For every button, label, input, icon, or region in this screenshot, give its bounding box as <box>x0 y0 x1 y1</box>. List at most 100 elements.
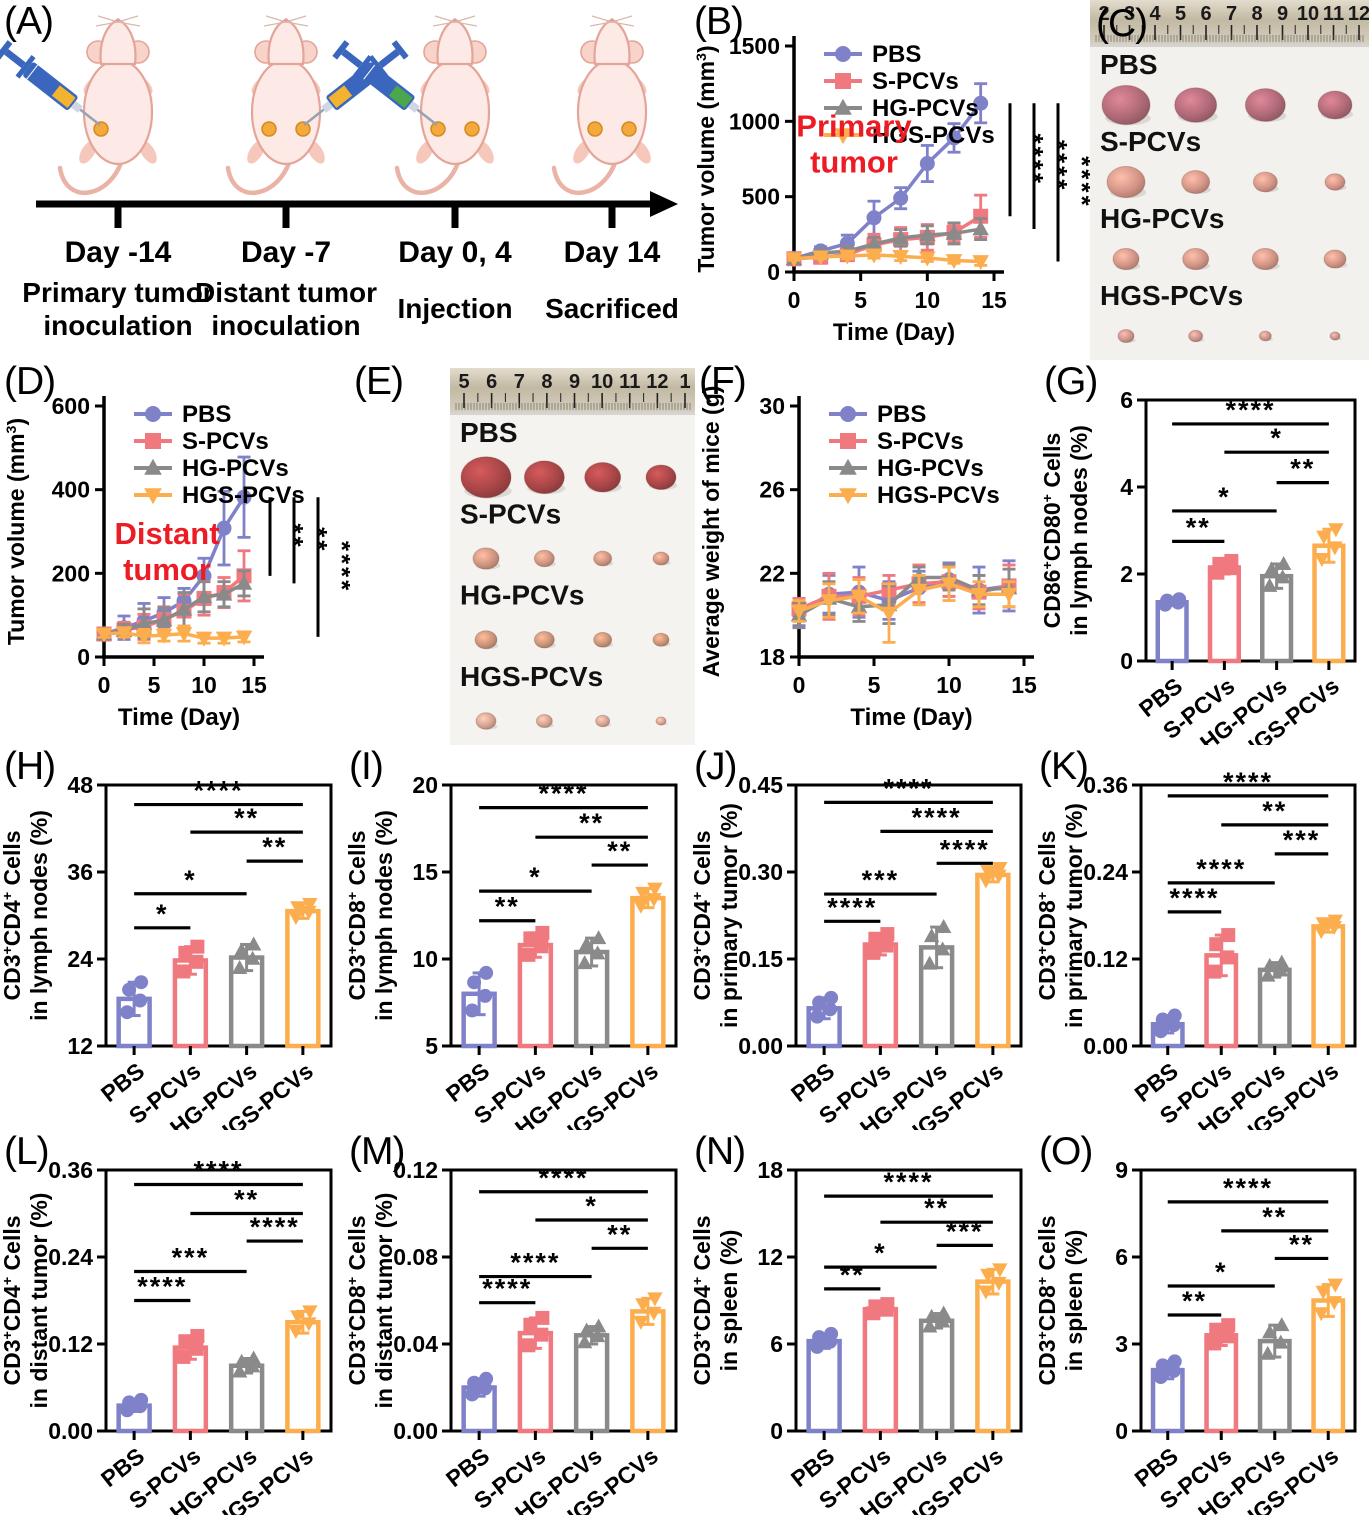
svg-text:HGS-PCVs: HGS-PCVs <box>877 482 1000 509</box>
svg-text:6: 6 <box>486 371 497 393</box>
svg-text:**: ** <box>1262 1202 1287 1232</box>
svg-text:**: ** <box>607 1219 632 1249</box>
svg-text:Distant: Distant <box>114 516 219 551</box>
svg-text:0.36: 0.36 <box>48 1157 93 1183</box>
panel-b: (B) 0 500 1000 1500 0 5 10 15 Time (Day) Tumor vo… <box>690 0 1090 360</box>
panel-i-letter: (I) <box>349 745 384 788</box>
svg-text:****: **** <box>1225 395 1275 425</box>
svg-text:in spleen (%): in spleen (%) <box>1061 1230 1087 1372</box>
svg-text:in spleen (%): in spleen (%) <box>716 1230 742 1372</box>
svg-text:0.00: 0.00 <box>1083 1033 1128 1059</box>
svg-text:11: 11 <box>619 371 640 393</box>
svg-text:****: **** <box>883 773 933 803</box>
svg-text:20: 20 <box>412 772 438 798</box>
svg-text:Primary: Primary <box>796 108 912 143</box>
svg-text:**: ** <box>840 1260 865 1290</box>
svg-text:**: ** <box>495 892 520 922</box>
svg-text:15: 15 <box>981 287 1007 313</box>
svg-text:12: 12 <box>67 1033 93 1059</box>
svg-text:0.24: 0.24 <box>1083 859 1128 885</box>
svg-text:****: **** <box>193 776 243 806</box>
svg-text:10: 10 <box>1297 3 1319 25</box>
svg-text:0.15: 0.15 <box>738 946 783 972</box>
svg-text:0.00: 0.00 <box>48 1418 93 1444</box>
svg-text:Day -14: Day -14 <box>65 236 172 269</box>
svg-text:S-PCVs: S-PCVs <box>877 428 964 455</box>
svg-text:10: 10 <box>936 672 962 698</box>
svg-text:HGS-PCVs: HGS-PCVs <box>872 122 995 149</box>
svg-text:Tumor volume (mm3​): Tumor volume (mm3​) <box>3 418 29 645</box>
svg-text:****: **** <box>250 1212 300 1242</box>
svg-text:****: **** <box>1169 883 1219 913</box>
svg-text:Day 0, 4: Day 0, 4 <box>398 236 512 269</box>
panel-c-tumor-photo: 2 3 4 5 6 7 8 9 10 11 12 PBS S-PCVs HG-PCVs HGS-PCVs <box>1090 0 1369 360</box>
panel-f-letter: (F) <box>699 360 747 403</box>
svg-text:0.12: 0.12 <box>48 1331 93 1357</box>
svg-text:7: 7 <box>514 371 525 393</box>
svg-text:24: 24 <box>67 946 93 972</box>
svg-text:CD3+​CD4+​ Cells: CD3+​CD4+​ Cells <box>690 830 715 1000</box>
svg-text:Primary tumor: Primary tumor <box>22 277 213 308</box>
svg-text:Tumor volume (mm3​): Tumor volume (mm3​) <box>693 45 719 272</box>
panel-d: (D) 0 200 400 600 0 5 10 15 Time (Day) Tumor volu… <box>0 360 350 745</box>
svg-text:200: 200 <box>52 560 90 586</box>
panel-e-tumor-photo: 5 6 7 8 9 10 11 12 1 PBS S-PCVs HG-PCVs HGS-PCVs <box>450 368 695 745</box>
svg-text:5: 5 <box>425 1033 438 1059</box>
svg-text:****: **** <box>327 541 350 593</box>
svg-text:**: ** <box>1186 512 1211 542</box>
svg-text:****: **** <box>137 1272 187 1302</box>
svg-text:in distant tumor (%): in distant tumor (%) <box>371 1193 397 1409</box>
svg-text:****: **** <box>912 802 962 832</box>
svg-text:48: 48 <box>67 772 93 798</box>
svg-text:CD3+​CD8+​ Cells: CD3+​CD8+​ Cells <box>345 1215 370 1385</box>
svg-text:HGS-PCVs: HGS-PCVs <box>460 661 603 692</box>
svg-text:12: 12 <box>646 371 668 393</box>
svg-text:Sacrificed: Sacrificed <box>545 293 679 324</box>
svg-text:*: * <box>1218 482 1231 512</box>
svg-text:600: 600 <box>52 393 90 419</box>
svg-text:**: ** <box>234 1185 259 1215</box>
svg-text:11: 11 <box>1323 3 1344 25</box>
svg-text:8: 8 <box>541 371 552 393</box>
svg-text:HG-PCVs: HG-PCVs <box>877 455 984 482</box>
svg-text:10: 10 <box>191 672 217 698</box>
svg-text:0.36: 0.36 <box>1083 772 1128 798</box>
svg-text:****: **** <box>883 1167 933 1197</box>
svg-text:in primary tumor (%): in primary tumor (%) <box>716 803 742 1028</box>
svg-text:PBS: PBS <box>460 417 518 448</box>
svg-text:5: 5 <box>868 672 881 698</box>
svg-text:HGS-PCVs: HGS-PCVs <box>182 482 305 509</box>
panel-a: (A) Day -14 Primary tumor inoculation Day -… <box>0 0 690 358</box>
svg-text:inoculation: inoculation <box>211 310 360 341</box>
svg-text:18: 18 <box>759 644 785 670</box>
svg-text:****: **** <box>510 1248 560 1278</box>
svg-text:0: 0 <box>793 672 806 698</box>
svg-text:0.00: 0.00 <box>738 1033 783 1059</box>
svg-text:**: ** <box>262 832 287 862</box>
svg-text:5: 5 <box>148 672 161 698</box>
svg-text:2: 2 <box>1098 3 1109 25</box>
svg-text:****: **** <box>1223 1173 1273 1203</box>
svg-text:12: 12 <box>757 1244 783 1270</box>
svg-text:7: 7 <box>1226 3 1237 25</box>
svg-text:0.12: 0.12 <box>1083 946 1128 972</box>
svg-text:Time (Day): Time (Day) <box>850 704 972 731</box>
panel-d-letter: (D) <box>4 360 56 403</box>
svg-text:PBS: PBS <box>1100 49 1158 80</box>
panel-m-letter: (M) <box>349 1130 405 1173</box>
svg-text:10: 10 <box>412 946 438 972</box>
svg-text:****: **** <box>538 779 588 809</box>
svg-text:inoculation: inoculation <box>43 310 192 341</box>
svg-text:*: * <box>585 1191 598 1221</box>
